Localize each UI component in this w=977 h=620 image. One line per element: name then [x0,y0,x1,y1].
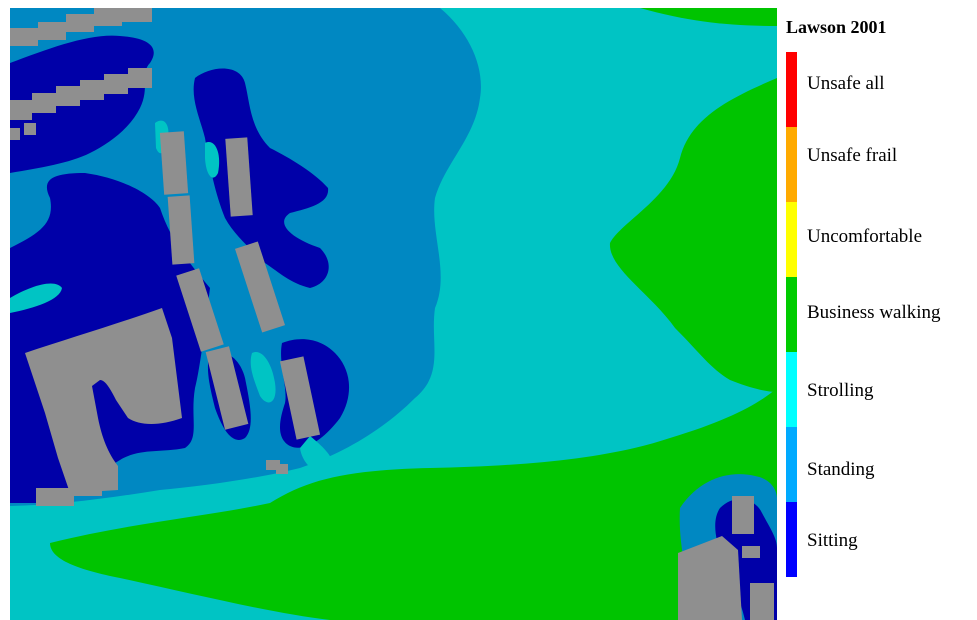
sitting-zone-top-left [10,35,154,173]
swatch-unsafe-frail [786,127,797,202]
strolling-patch-3 [205,142,220,178]
legend-label-unsafe-all: Unsafe all [807,73,885,94]
legend-label-standing: Standing [807,459,875,480]
legend-color-bar [786,52,797,577]
wind-comfort-map [10,8,777,620]
strolling-patch-2 [10,283,62,313]
strolling-patch-4 [250,352,276,403]
swatch-uncomfortable [786,202,797,277]
business-walking-zone-top [640,8,777,26]
buildings [10,8,774,620]
swatch-business-walking [786,277,797,352]
strolling-patch-5 [300,436,334,474]
swatch-unsafe-all [786,52,797,127]
sitting-zone-upper-center [193,68,329,289]
swatch-sitting [786,502,797,577]
swatch-strolling [786,352,797,427]
business-walking-zone-bottom [50,388,777,620]
legend-title: Lawson 2001 [786,17,887,37]
business-walking-zone-right [609,78,777,392]
legend-label-unsafe-frail: Unsafe frail [807,145,898,166]
swatch-standing [786,427,797,502]
legend-label-strolling: Strolling [807,380,874,401]
legend-label-business-walking: Business walking [807,302,941,323]
legend-label-uncomfortable: Uncomfortable [807,226,923,247]
legend-label-sitting: Sitting [807,530,858,551]
